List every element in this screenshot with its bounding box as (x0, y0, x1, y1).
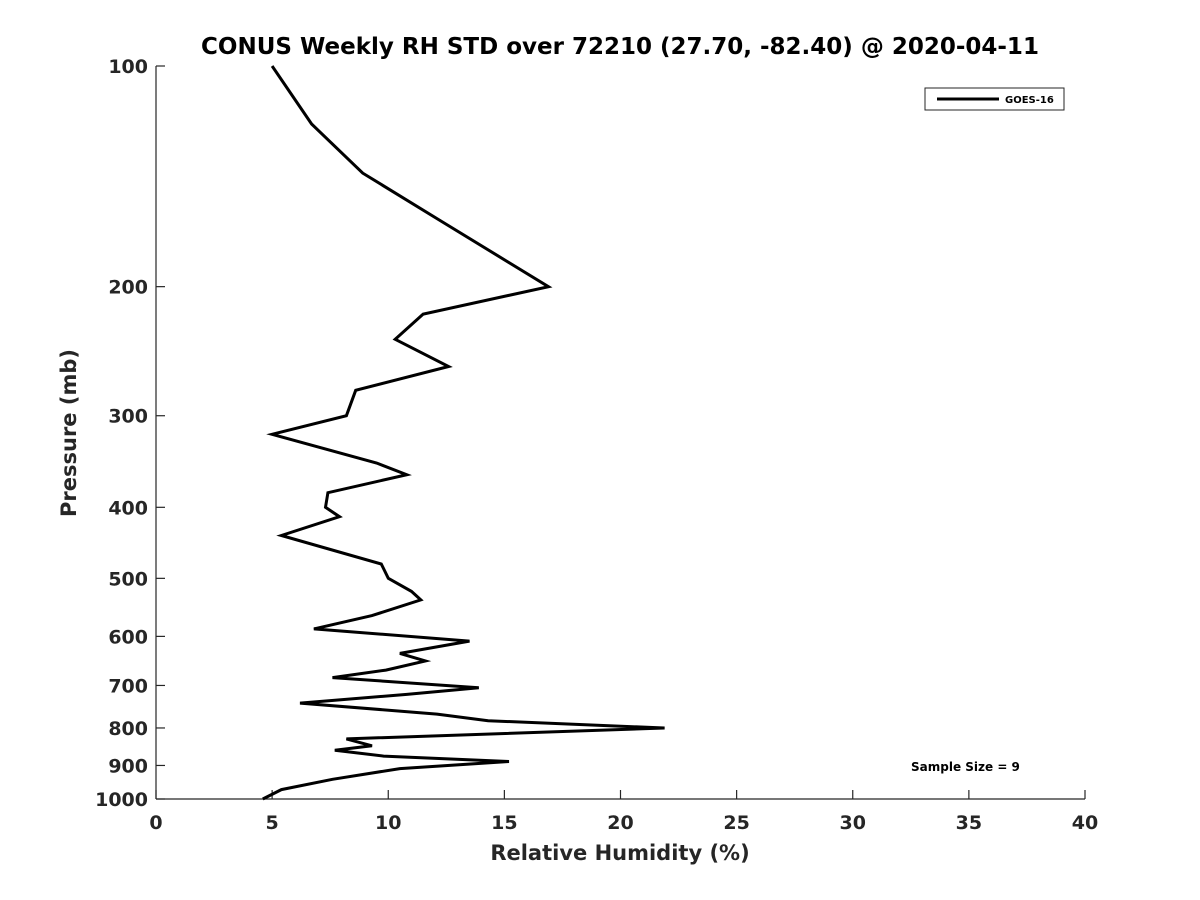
x-tick-label-20: 20 (607, 812, 633, 834)
legend-entry-goes-16: GOES-16 (1005, 95, 1054, 106)
y-tick-label-900: 900 (108, 755, 148, 777)
x-tick-label-10: 10 (375, 812, 401, 834)
plot-axes: 0 5 10 15 20 25 30 35 40 100 200 300 400 500 600 700 80… (95, 56, 1098, 834)
sample-size-annotation: Sample Size = 9 (911, 760, 1020, 774)
y-tick-label-600: 600 (108, 626, 148, 648)
legend: GOES-16 (924, 87, 1065, 111)
y-tick-label-300: 300 (108, 406, 148, 428)
x-axis-label: Relative Humidity (%) (490, 841, 749, 865)
x-tick-label-30: 30 (840, 812, 866, 834)
y-tick-label-100: 100 (108, 56, 148, 78)
chart-title: CONUS Weekly RH STD over 72210 (27.70, -… (201, 34, 1039, 60)
y-tick-label-800: 800 (108, 718, 148, 740)
x-tick-label-0: 0 (149, 812, 162, 834)
series-line-goes-16 (262, 65, 665, 801)
y-tick-label-1000: 1000 (95, 789, 148, 811)
x-tick-label-40: 40 (1072, 812, 1098, 834)
x-axis-ticks: 0 5 10 15 20 25 30 35 40 (149, 790, 1098, 834)
y-tick-label-700: 700 (108, 675, 148, 697)
x-tick-label-5: 5 (266, 812, 279, 834)
y-tick-label-500: 500 (108, 568, 148, 590)
x-tick-label-25: 25 (723, 812, 749, 834)
y-tick-label-400: 400 (108, 497, 148, 519)
y-axis-ticks: 100 200 300 400 500 600 700 800 900 1000 (95, 56, 165, 811)
y-tick-label-200: 200 (108, 277, 148, 299)
y-axis-label: Pressure (mb) (57, 349, 81, 517)
x-tick-label-15: 15 (491, 812, 517, 834)
x-tick-label-35: 35 (956, 812, 982, 834)
